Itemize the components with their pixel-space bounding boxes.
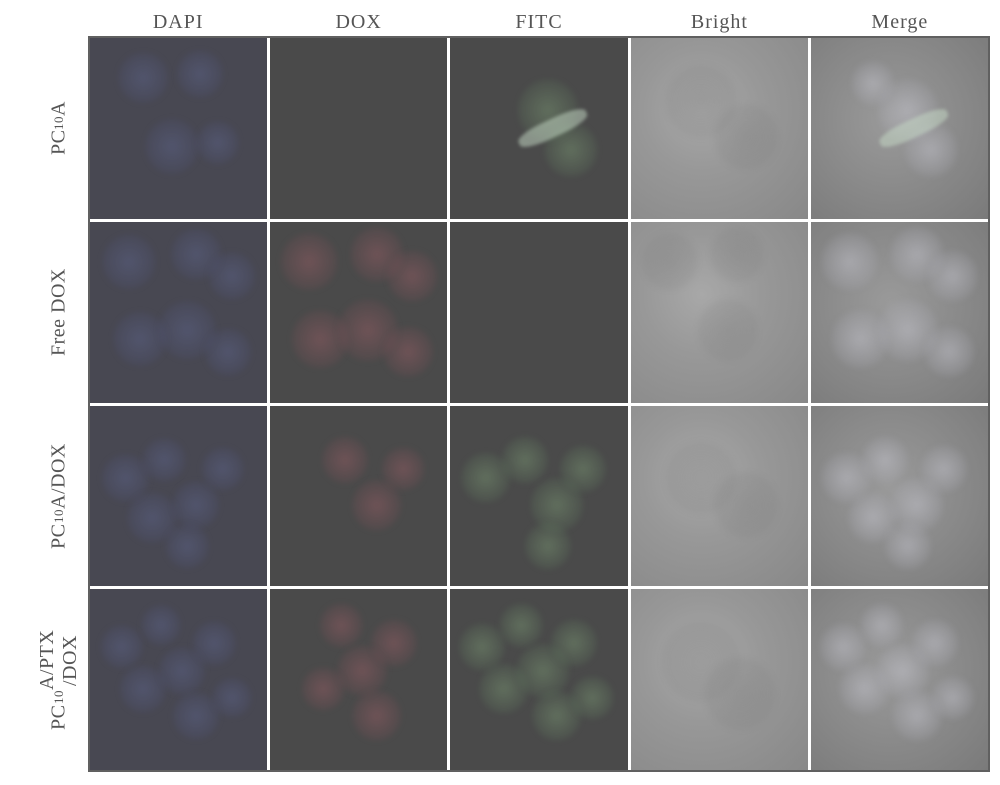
cell-signal-blob [281, 233, 338, 291]
row-labels: PC10A Free DOX PC10A/DOX PC10A/PTX/DOX [30, 36, 88, 772]
cell-signal-blob [101, 625, 144, 668]
cell-signal-blob [173, 481, 219, 528]
cell-signal-blob [714, 105, 778, 170]
cell-signal-blob [924, 327, 974, 378]
cell-signal-blob [212, 678, 251, 718]
row-label-pc10a-ptx-dox: PC10A/PTX/DOX [30, 588, 88, 772]
cell-signal-blob [145, 119, 198, 173]
cell-pc10a-dox-dox [270, 406, 447, 587]
cell-signal-blob [698, 299, 758, 360]
cell-signal-blob [382, 447, 425, 490]
col-header-merge: Merge [810, 11, 990, 34]
cell-signal-blob [193, 622, 236, 665]
cell-signal-blob [209, 252, 255, 299]
cell-signal-blob [821, 233, 878, 291]
cell-signal-blob [102, 234, 155, 288]
cell-pc10a-fitc [450, 38, 627, 219]
image-grid [88, 36, 990, 772]
row-label-freedox: Free DOX [30, 220, 88, 404]
cell-pc10a-dox-merge [811, 406, 988, 587]
col-header-dapi: DAPI [88, 11, 268, 34]
cell-signal-blob [571, 676, 614, 719]
cell-signal-blob [141, 606, 180, 646]
cell-signal-blob [551, 620, 597, 667]
cell-signal-blob [205, 328, 251, 375]
cell-signal-blob [921, 445, 967, 492]
cell-signal-blob [714, 472, 778, 537]
cell-signal-blob [196, 121, 239, 164]
cell-signal-blob [860, 604, 903, 647]
cell-signal-blob [560, 445, 606, 492]
cell-pc10a-dox [270, 38, 447, 219]
cell-signal-blob [848, 492, 898, 543]
microscopy-figure: DAPI DOX FITC Bright Merge PC10A Free DO… [30, 8, 990, 778]
cell-freedox-fitc [450, 222, 627, 403]
cell-signal-blob [352, 690, 402, 741]
cell-signal-blob [322, 436, 368, 483]
cell-signal-blob [862, 436, 908, 483]
cell-signal-blob [371, 620, 417, 667]
cell-signal-blob [384, 327, 434, 378]
cell-pc10a-dapi [90, 38, 267, 219]
cell-signal-blob [641, 233, 698, 291]
cell-freedox-dapi [90, 222, 267, 403]
cell-signal-blob [502, 436, 548, 483]
cell-signal-blob [143, 438, 186, 481]
cell-pc10a-ptx-dox-fitc [450, 589, 627, 770]
col-header-fitc: FITC [449, 11, 629, 34]
cell-freedox-dox [270, 222, 447, 403]
cell-pc10a-ptx-dox-merge [811, 589, 988, 770]
col-header-bright: Bright [629, 11, 809, 34]
cell-signal-blob [525, 523, 571, 570]
cell-signal-blob [118, 52, 168, 103]
row-label-pc10a: PC10A [30, 36, 88, 220]
cell-signal-blob [705, 658, 776, 730]
cell-pc10a-ptx-dox-bright [631, 589, 808, 770]
cell-freedox-bright [631, 222, 808, 403]
cell-signal-blob [202, 447, 245, 490]
cell-signal-blob [912, 620, 958, 667]
cell-pc10a-dox-fitc [450, 406, 627, 587]
cell-signal-blob [852, 62, 895, 105]
cell-signal-blob [320, 604, 363, 647]
cell-signal-blob [387, 251, 437, 302]
cell-signal-blob [931, 676, 974, 719]
cell-signal-blob [302, 667, 345, 710]
cell-signal-blob [166, 525, 209, 568]
cell-pc10a-dox-bright [631, 406, 808, 587]
cell-signal-blob [928, 251, 978, 302]
cell-pc10a-merge [811, 38, 988, 219]
cell-signal-blob [113, 312, 166, 366]
cell-signal-blob [500, 604, 543, 647]
cell-pc10a-dox-dapi [90, 406, 267, 587]
cell-pc10a-ptx-dox-dapi [90, 589, 267, 770]
cell-pc10a-bright [631, 38, 808, 219]
grid-wrapper: PC10A Free DOX PC10A/DOX PC10A/PTX/DOX [30, 36, 990, 772]
row-label-pc10a-dox: PC10A/DOX [30, 404, 88, 588]
cell-pc10a-ptx-dox-dox [270, 589, 447, 770]
cell-signal-blob [177, 51, 223, 98]
cell-signal-blob [710, 227, 763, 281]
cell-freedox-merge [811, 222, 988, 403]
col-header-dox: DOX [268, 11, 448, 34]
column-headers: DAPI DOX FITC Bright Merge [88, 8, 990, 36]
